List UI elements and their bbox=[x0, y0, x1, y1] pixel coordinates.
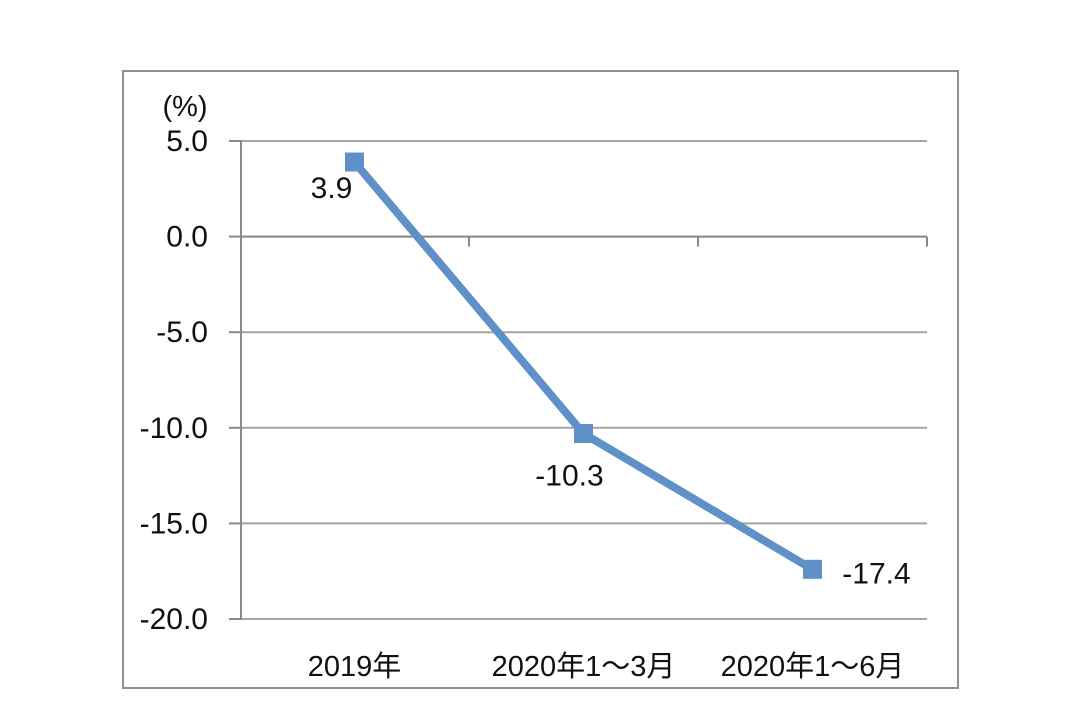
y-tick-label: 0.0 bbox=[166, 221, 208, 254]
y-tick-label: -5.0 bbox=[156, 316, 208, 349]
data-point-marker bbox=[574, 424, 593, 444]
data-point-marker bbox=[345, 152, 364, 172]
data-label: -10.3 bbox=[535, 460, 603, 493]
y-tick-label: 5.0 bbox=[166, 125, 208, 158]
data-line bbox=[350, 158, 817, 574]
y-tick-label: -20.0 bbox=[140, 603, 208, 636]
y-axis-unit-label: (%) bbox=[162, 91, 208, 123]
data-label: -17.4 bbox=[842, 557, 910, 590]
y-tick-label: -15.0 bbox=[140, 507, 208, 540]
x-category-label: 2019年 bbox=[308, 650, 402, 683]
data-label: 3.9 bbox=[311, 172, 353, 205]
data-point-marker bbox=[803, 559, 822, 579]
x-category-label: 2020年1～3月 bbox=[492, 650, 676, 683]
x-category-label: 2020年1～6月 bbox=[721, 650, 905, 683]
y-tick-label: -10.0 bbox=[140, 412, 208, 445]
